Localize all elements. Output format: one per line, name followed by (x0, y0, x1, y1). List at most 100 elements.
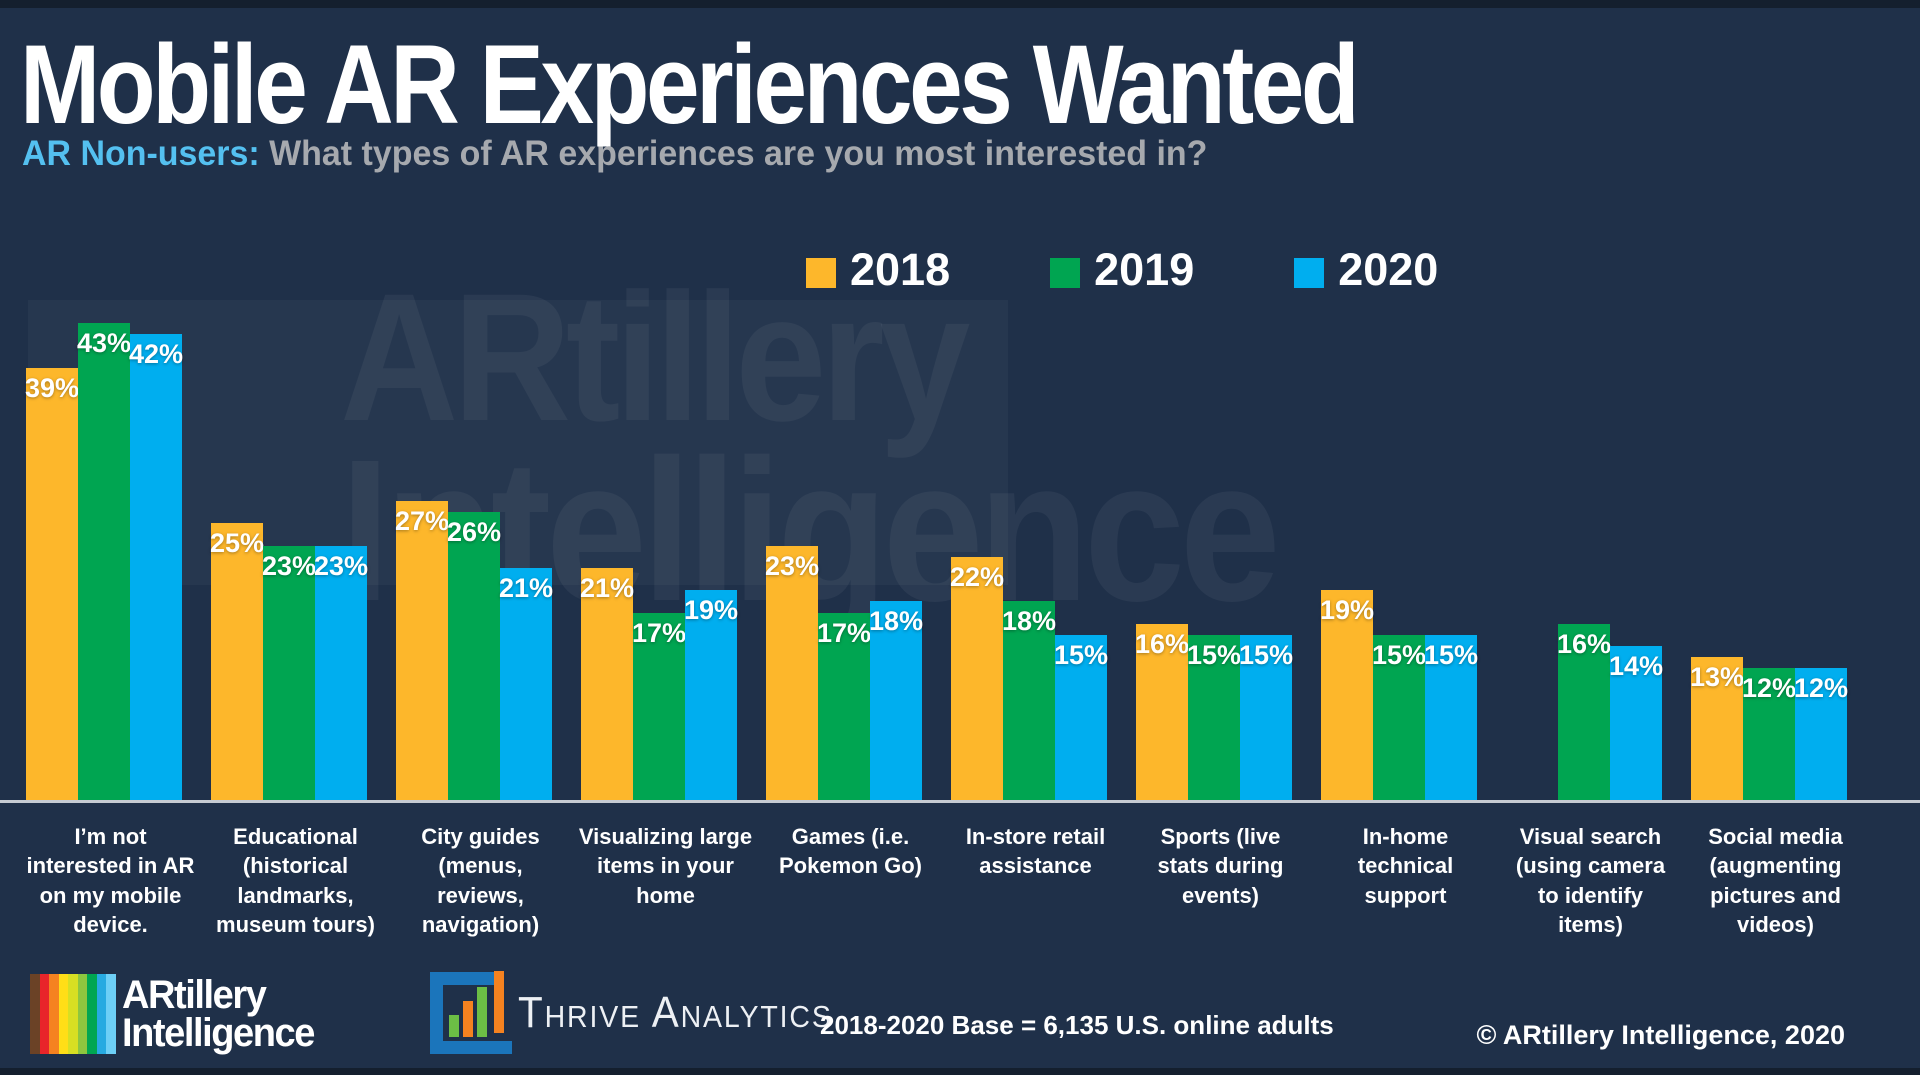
bar-value-label: 27% (394, 506, 450, 536)
bar-value-label: 15% (1423, 640, 1479, 670)
bar-value-label: 13% (1689, 662, 1745, 692)
bar-2018: 16% (1134, 624, 1190, 802)
watermark-line1: ARtillery (340, 255, 970, 459)
artillery-logo-line2: Intelligence (122, 1011, 315, 1055)
bar-2019: 12% (1741, 668, 1797, 802)
bar-2018: 27% (394, 501, 450, 802)
bar-2019: 18% (1001, 601, 1057, 802)
bar-value-label: 15% (1238, 640, 1294, 670)
bar-value-label: 23% (261, 551, 317, 581)
bar-value-label: 15% (1371, 640, 1427, 670)
legend-swatch-icon (1050, 257, 1081, 288)
category-label: Games (i.e. Pokemon Go) (778, 824, 922, 879)
legend-item-2018: 2018 (806, 247, 950, 292)
bar-value-label: 21% (498, 573, 554, 603)
artillery-logo-stripes-icon (30, 974, 116, 1054)
bar-group: 21% 17% 19% (573, 568, 758, 802)
bar-group: 16% 14% (1498, 624, 1683, 802)
bar-value-label: 16% (1134, 629, 1190, 659)
thrive-chart-frame-icon (430, 972, 494, 1054)
bar-value-label: 21% (579, 573, 635, 603)
category-label: In-home technical support (1357, 824, 1454, 908)
bar-group: 13% 12% 12% (1683, 657, 1868, 802)
bar-group: 25% 23% 23% (203, 523, 388, 802)
bar-value-label: 12% (1793, 673, 1849, 703)
bar-2020: 18% (868, 601, 924, 802)
bar-value-label: 25% (209, 528, 265, 558)
category-label: Visual search (using camera to identify … (1515, 824, 1666, 937)
category-labels: I’m not interested in AR on my mobile de… (18, 822, 1868, 939)
bar-2019: 15% (1187, 635, 1241, 802)
bar-group: 22% 18% 15% (943, 557, 1128, 802)
bar-value-label: 23% (764, 551, 820, 581)
bar-2019: 15% (1371, 635, 1427, 802)
bar-2018: 19% (1319, 590, 1375, 802)
bar-2020: 15% (1423, 635, 1479, 802)
logo-stripe (49, 974, 59, 1054)
legend-item-2019: 2019 (1050, 247, 1194, 292)
bar-value-label: 14% (1608, 651, 1664, 681)
bar-2020: 19% (683, 590, 739, 802)
category-label: Sports (live stats during events) (1157, 824, 1284, 908)
bar-2020: 12% (1793, 668, 1849, 802)
bar-value-label: 26% (446, 517, 502, 547)
subtitle: AR Non-users: What types of AR experienc… (22, 134, 1207, 174)
bottom-edge-strip (0, 1068, 1920, 1075)
bar-value-label: 17% (631, 618, 687, 648)
bar-value-label: 43% (76, 328, 132, 358)
top-edge-strip (0, 0, 1920, 8)
bar-2019: 43% (76, 323, 132, 802)
subtitle-question: What types of AR experiences are you mos… (259, 134, 1208, 173)
bar-2019: 17% (817, 613, 871, 802)
logo-stripe (68, 974, 78, 1054)
bar-group: 16% 15% 15% (1128, 624, 1313, 802)
artillery-logo-wordmark: ARtillery Intelligence (122, 975, 315, 1055)
bar-group: 19% 15% 15% (1313, 590, 1498, 802)
bar-2018: 25% (209, 523, 265, 802)
logo-stripe (96, 974, 106, 1054)
bar-group: 27% 26% 21% (388, 501, 573, 802)
bar-groups: 39% 43% 42% 25% 23% 23% 27% 26% 21% 21% 17% 19% 23% 1… (18, 322, 1868, 802)
bar-value-label: 18% (1001, 606, 1057, 636)
bar-value-label: 22% (949, 562, 1005, 592)
legend-swatch-icon (1294, 257, 1325, 288)
bar-value-label: 19% (1319, 595, 1375, 625)
bar-value-label: 23% (313, 551, 369, 581)
bar-2019: 26% (446, 512, 502, 802)
page-title: Mobile AR Experiences Wanted (20, 22, 1360, 147)
category-label: City guides (menus, reviews, navigation) (421, 824, 540, 937)
bar-2018: 23% (764, 546, 820, 802)
logo-stripe (77, 974, 87, 1054)
bar-2018: 21% (579, 568, 635, 802)
category-label: In-store retail assistance (965, 824, 1106, 879)
category-label: Visualizing large items in your home (578, 824, 753, 908)
bar-value-label: 19% (683, 595, 739, 625)
category-label: Educational (historical landmarks, museu… (216, 824, 375, 937)
bar-2019: 17% (631, 613, 687, 802)
legend-label: 2018 (850, 244, 951, 295)
bar-2020: 14% (1608, 646, 1664, 802)
sample-base-note: 2018-2020 Base = 6,135 U.S. online adult… (820, 1010, 1334, 1040)
bar-value-label: 39% (24, 373, 80, 403)
chart-legend: 2018 2019 2020 (806, 247, 1438, 292)
copyright-note: © ARtillery Intelligence, 2020 (1476, 1020, 1845, 1050)
thrive-wordmark: Thrive Analytics (518, 988, 833, 1037)
logo-stripe (106, 974, 116, 1054)
thrive-bar-icon (477, 987, 487, 1037)
category-label: I’m not interested in AR on my mobile de… (26, 824, 195, 937)
thrive-bar-icon (494, 971, 504, 1033)
bar-2020: 21% (498, 568, 554, 802)
bar-2018: 13% (1689, 657, 1745, 802)
bar-value-label: 18% (868, 606, 924, 636)
bar-value-label: 15% (1053, 640, 1109, 670)
bar-2020: 15% (1238, 635, 1294, 802)
chart-baseline (0, 800, 1920, 803)
category-label: Social media (augmenting pictures and vi… (1708, 824, 1843, 937)
bar-2020: 15% (1053, 635, 1109, 802)
bar-2020: 42% (129, 334, 183, 802)
bar-2019: 23% (261, 546, 317, 802)
bar-value-label: 12% (1741, 673, 1797, 703)
bar-value-label: 16% (1556, 629, 1612, 659)
bar-group: 23% 17% 18% (758, 546, 943, 802)
